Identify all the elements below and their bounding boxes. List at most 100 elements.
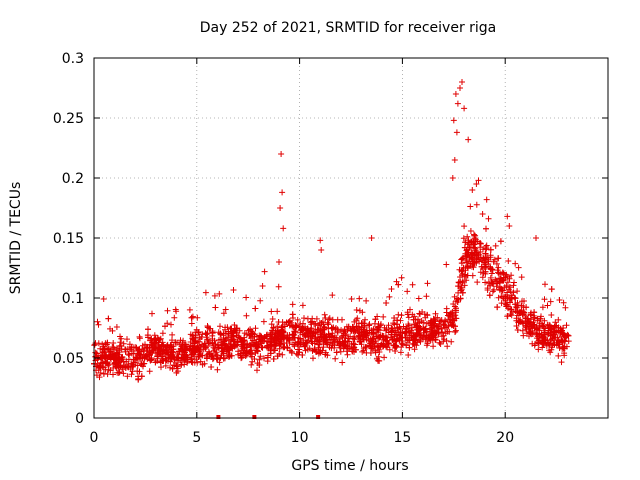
data-point — [360, 347, 367, 354]
data-point — [296, 349, 303, 356]
data-point — [465, 136, 472, 143]
data-point — [257, 353, 264, 360]
data-point — [197, 358, 204, 365]
data-point — [374, 333, 381, 340]
data-point — [197, 335, 204, 342]
data-point — [340, 342, 347, 349]
data-point — [162, 362, 169, 369]
data-point — [182, 341, 189, 348]
data-point — [358, 324, 365, 331]
data-point — [94, 318, 101, 325]
data-point — [454, 100, 461, 107]
zero-marker — [252, 415, 257, 419]
data-point — [362, 316, 368, 323]
data-point — [254, 367, 260, 374]
data-point — [288, 350, 295, 356]
data-point — [275, 327, 282, 334]
data-point — [455, 283, 462, 290]
data-point — [458, 260, 465, 267]
data-point — [551, 328, 558, 335]
data-point — [225, 330, 232, 337]
data-point — [489, 280, 496, 287]
data-point — [210, 347, 217, 354]
y-tick-label: 0.15 — [53, 231, 84, 247]
data-point — [247, 350, 254, 357]
data-point — [318, 247, 325, 253]
data-point — [231, 322, 238, 328]
data-point — [339, 359, 346, 366]
data-point — [270, 356, 277, 362]
data-point — [408, 334, 415, 341]
data-point — [222, 306, 229, 313]
data-point — [101, 345, 108, 352]
data-point — [399, 341, 406, 348]
data-point — [167, 344, 173, 351]
data-point — [290, 315, 296, 321]
data-point — [370, 335, 377, 342]
data-point — [449, 311, 456, 318]
data-point — [350, 328, 357, 335]
data-point — [252, 305, 259, 312]
data-point — [329, 292, 336, 299]
chart-title: Day 252 of 2021, SRMTID for receiver rig… — [200, 20, 497, 36]
data-point — [495, 294, 502, 301]
data-point — [136, 333, 143, 340]
data-point — [337, 341, 344, 348]
data-point — [494, 304, 501, 311]
data-point — [368, 338, 375, 345]
data-point — [323, 339, 330, 346]
data-point — [318, 320, 325, 326]
data-point — [351, 333, 358, 340]
data-point — [136, 346, 143, 353]
data-point — [124, 373, 131, 380]
data-point — [189, 335, 196, 342]
data-point — [313, 315, 320, 322]
data-point — [512, 301, 519, 308]
y-tick-label: 0.3 — [62, 51, 84, 67]
data-point — [377, 343, 384, 350]
data-point — [291, 343, 298, 350]
data-point — [153, 337, 160, 344]
data-point — [487, 252, 494, 259]
data-point — [403, 342, 410, 349]
data-point — [331, 344, 338, 351]
data-point — [214, 352, 221, 359]
data-point — [300, 320, 306, 327]
data-point — [169, 355, 175, 362]
data-point — [432, 317, 438, 324]
data-point — [257, 297, 264, 304]
data-point — [547, 340, 553, 347]
data-point — [280, 225, 287, 232]
data-point — [145, 326, 151, 333]
data-point — [211, 292, 218, 299]
data-point — [172, 339, 179, 346]
data-point — [332, 355, 339, 362]
data-point — [129, 350, 135, 357]
data-point — [475, 256, 482, 263]
data-point — [110, 344, 117, 351]
data-point — [487, 266, 494, 273]
data-point — [167, 364, 173, 371]
data-point — [367, 350, 374, 356]
data-point — [389, 336, 396, 343]
data-point — [471, 231, 477, 238]
data-point — [512, 260, 519, 267]
data-point — [228, 344, 235, 351]
data-point — [462, 271, 468, 278]
data-point — [213, 349, 220, 356]
data-point — [183, 352, 190, 359]
data-point — [390, 320, 397, 327]
data-point — [506, 275, 513, 282]
data-point — [457, 85, 463, 91]
data-point — [320, 323, 327, 330]
data-point — [299, 324, 306, 331]
data-point — [246, 332, 253, 339]
data-point — [275, 283, 282, 290]
data-point — [452, 328, 459, 335]
data-point — [164, 307, 171, 314]
data-point — [107, 354, 114, 361]
data-point — [313, 338, 320, 345]
data-point — [157, 351, 164, 358]
data-point — [100, 370, 107, 377]
data-point — [154, 335, 161, 341]
